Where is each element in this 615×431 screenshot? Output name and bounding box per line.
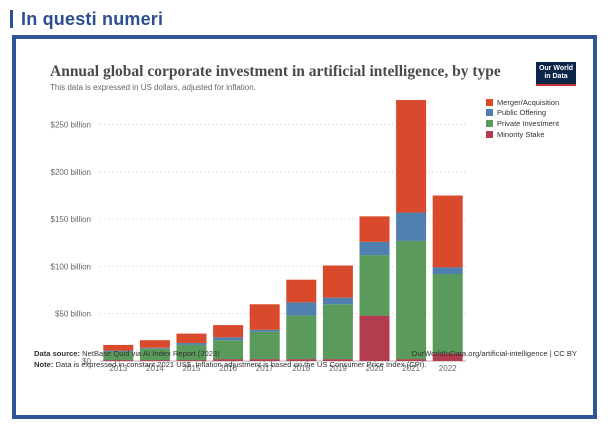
bar-2020-public-offering[interactable] [359,241,390,256]
bar-2020-private-investment[interactable] [359,255,390,316]
bar-2019-private-investment[interactable] [322,304,353,360]
logo-line2: in Data [544,73,568,80]
chart-subtitle: This data is expressed in US dollars, ad… [50,83,256,92]
bar-2013-minority-stake[interactable] [103,360,134,361]
bar-2015-public-offering[interactable] [176,343,207,345]
note-text: Data is expressed in constant 2021 US$. … [55,360,427,369]
bar-2014-private-investment[interactable] [139,348,170,361]
section-header: In questi numeri [10,8,163,30]
bar-2016-private-investment[interactable] [213,340,244,360]
x-tick-label-2018: 2018 [292,364,310,373]
bar-2021-private-investment[interactable] [396,240,427,360]
y-tick-label: $100 billion [51,262,91,271]
x-tick-label-2019: 2019 [329,364,347,373]
legend-swatch [486,98,493,106]
bar-2018-merger-acquisition[interactable] [286,279,317,303]
x-tick-label-2022: 2022 [439,364,457,373]
bar-2014-merger-acquisition[interactable] [139,340,170,348]
chart-legend: Merger/Acquisition Public Offering Private… [486,97,559,139]
legend-swatch [486,130,493,138]
bar-2016-minority-stake[interactable] [213,359,244,361]
y-tick-label: $0 [82,357,91,366]
legend-item-merger-acquisition[interactable]: Merger/Acquisition [486,97,559,108]
footer-note: Note: Data is expressed in constant 2021… [34,360,427,369]
bar-2019-public-offering[interactable] [322,297,353,305]
bar-2013-merger-acquisition[interactable] [103,344,134,351]
logo-stripe [536,84,576,86]
note-label: Note: [34,360,54,369]
x-tick-label-2013: 2013 [109,364,127,373]
bar-2017-public-offering[interactable] [249,329,280,332]
bar-2021-merger-acquisition[interactable] [396,100,427,213]
y-tick-label: $150 billion [51,215,91,224]
owid-logo[interactable]: Our World in Data [536,62,576,86]
bar-2015-minority-stake[interactable] [176,360,207,361]
legend-label: Private Investment [497,118,560,128]
x-tick-label-2014: 2014 [146,364,164,373]
y-tick-label: $250 billion [51,121,91,130]
legend-swatch [486,119,493,127]
bar-2014-minority-stake[interactable] [139,360,170,361]
legend-label: Merger/Acquisition [497,97,560,107]
source-label: Data source: [34,349,81,358]
bar-2019-merger-acquisition[interactable] [322,265,353,298]
bar-2015-private-investment[interactable] [176,344,207,361]
bar-2017-merger-acquisition[interactable] [249,304,280,330]
bar-2020-minority-stake[interactable] [359,315,390,361]
bar-2017-private-investment[interactable] [249,331,280,360]
source-text: NetBase Quid via AI Index Report (2023) [82,349,220,358]
bar-2019-minority-stake[interactable] [322,359,353,361]
bar-2015-merger-acquisition[interactable] [176,333,207,344]
bar-2018-minority-stake[interactable] [286,359,317,361]
x-tick-label-2021: 2021 [402,364,420,373]
bar-2016-public-offering[interactable] [213,337,244,341]
bar-2014-public-offering[interactable] [139,347,170,349]
y-tick-label: $200 billion [51,168,91,177]
y-tick-label: $50 billion [55,310,91,319]
legend-item-minority-stake[interactable]: Minority Stake [486,129,559,140]
footer-attribution[interactable]: OurWorldInData.org/artificial-intelligen… [411,349,577,358]
legend-label: Public Offering [497,108,547,118]
bar-2020-merger-acquisition[interactable] [359,216,390,242]
x-tick-label-2016: 2016 [219,364,237,373]
x-tick-label-2015: 2015 [183,364,201,373]
bar-2021-public-offering[interactable] [396,212,427,241]
x-tick-label-2017: 2017 [256,364,274,373]
bar-2021-minority-stake[interactable] [396,359,427,361]
legend-label: Minority Stake [497,129,545,139]
bar-2013-public-offering[interactable] [103,350,134,352]
bar-2018-public-offering[interactable] [286,302,317,316]
bar-2022-public-offering[interactable] [432,267,463,275]
section-title: In questi numeri [21,8,164,29]
logo-line1: Our World [538,65,574,72]
bar-2016-merger-acquisition[interactable] [213,325,244,338]
bar-2017-minority-stake[interactable] [249,359,280,361]
legend-item-private-investment[interactable]: Private Investment [486,118,559,129]
bar-2022-minority-stake[interactable] [432,353,463,361]
bar-2018-private-investment[interactable] [286,315,317,360]
bar-2013-private-investment[interactable] [103,351,134,361]
chart-title: Annual global corporate investment in ar… [50,63,501,80]
footer-source: Data source: NetBase Quid via AI Index R… [34,349,220,358]
legend-swatch [486,109,493,117]
x-tick-label-2020: 2020 [366,364,384,373]
section-accent-bar [10,10,13,28]
legend-item-public-offering[interactable]: Public Offering [486,108,559,119]
bar-2022-merger-acquisition[interactable] [432,195,463,268]
bar-2022-private-investment[interactable] [432,274,463,354]
